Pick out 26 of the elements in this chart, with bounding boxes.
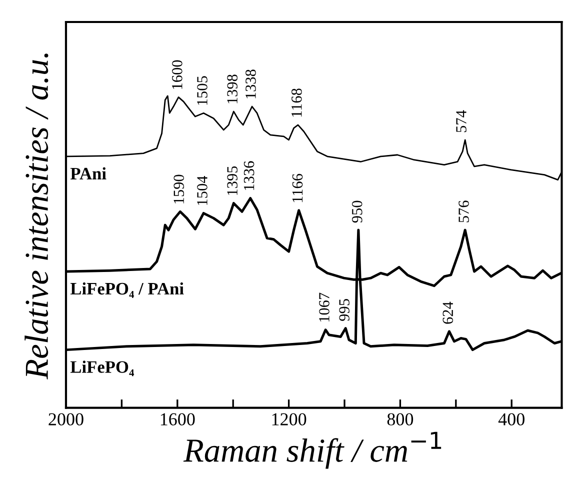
- series-label: LiFePO₄: [70, 360, 134, 376]
- annotation: 1398: [227, 74, 238, 104]
- x-tick-label: 2000: [48, 413, 84, 426]
- annotation: 624: [442, 302, 454, 324]
- annotation: 1166: [292, 174, 303, 202]
- annotation: 1168: [292, 88, 302, 117]
- series-label: LiFePO₄ / PAni: [70, 282, 184, 298]
- x-tick-label: 400: [498, 413, 524, 426]
- series-label: PAni: [70, 167, 106, 180]
- annotation: 1338: [246, 70, 256, 98]
- annotation: 950: [352, 200, 362, 223]
- annotation: 995: [339, 299, 350, 321]
- annotation: 1504: [197, 176, 208, 205]
- x-tick-label: 1600: [160, 413, 195, 426]
- annotation: 1600: [172, 60, 182, 89]
- x-axis-title: Raman shift / cm$^{−1}$: [183, 432, 442, 469]
- x-tick-label: 800: [387, 413, 414, 426]
- annotation: 1590: [174, 174, 184, 204]
- y-axis-title: Relative intensities / a.u.: [24, 54, 48, 380]
- annotation: 576: [458, 200, 469, 222]
- annotation: 574: [456, 110, 466, 132]
- annotation: 1395: [227, 166, 238, 195]
- x-tick-label: 1200: [272, 413, 306, 426]
- annotation: 1505: [197, 76, 208, 105]
- annotation: 1067: [319, 292, 330, 322]
- annotation: 1336: [244, 161, 254, 190]
